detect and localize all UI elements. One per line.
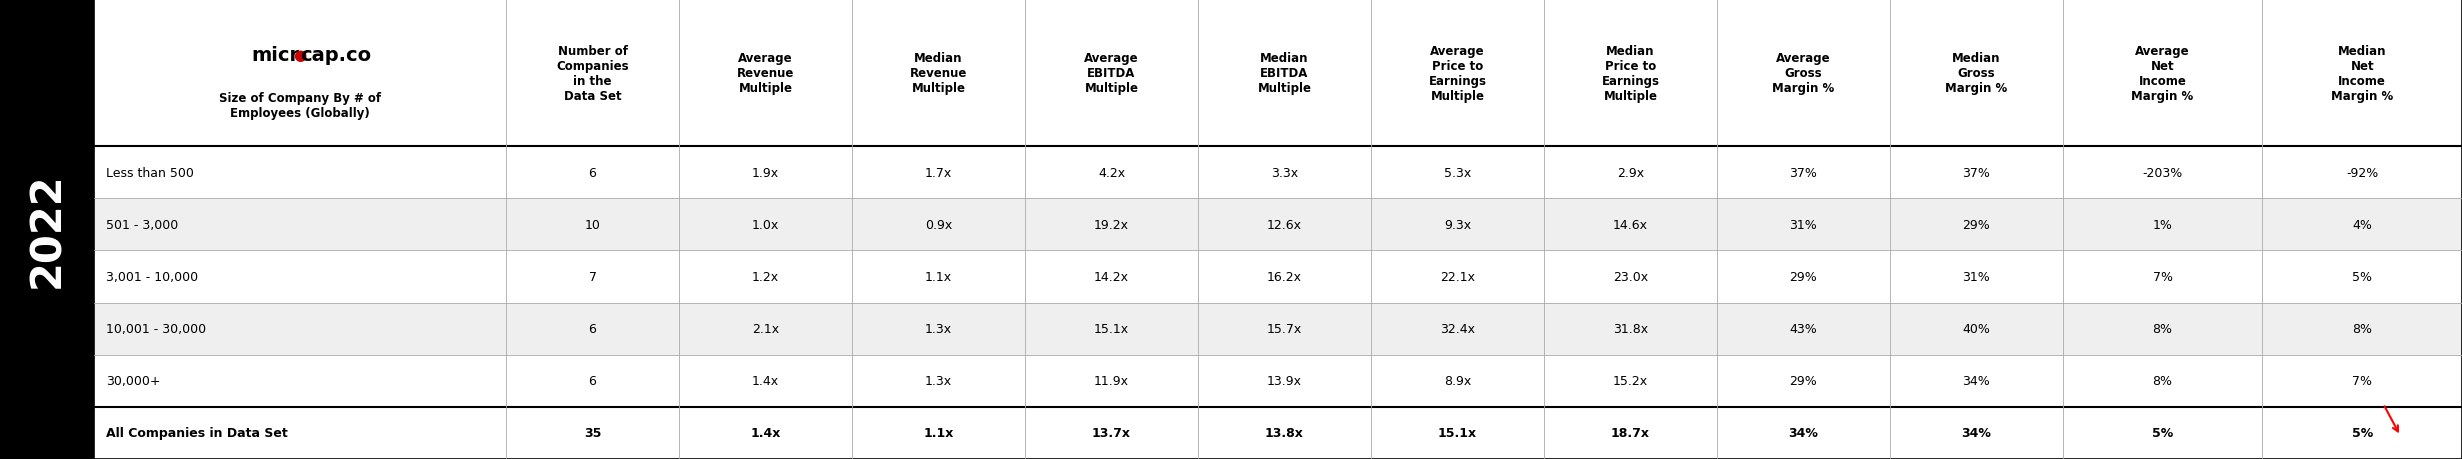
- Text: 23.0x: 23.0x: [1613, 270, 1647, 283]
- Text: 30,000+: 30,000+: [106, 375, 160, 387]
- Text: 1.7x: 1.7x: [926, 167, 953, 179]
- Text: 3.3x: 3.3x: [1270, 167, 1297, 179]
- Text: 8.9x: 8.9x: [1443, 375, 1470, 387]
- Text: 22.1x: 22.1x: [1440, 270, 1475, 283]
- Text: 37%: 37%: [1790, 167, 1817, 179]
- Text: 31%: 31%: [1962, 270, 1989, 283]
- Text: Average
Revenue
Multiple: Average Revenue Multiple: [736, 52, 795, 95]
- Text: Size of Company By # of
Employees (Globally): Size of Company By # of Employees (Globa…: [219, 92, 382, 120]
- Text: Average
Gross
Margin %: Average Gross Margin %: [1773, 52, 1834, 95]
- Text: 29%: 29%: [1962, 218, 1989, 231]
- Text: 7%: 7%: [2351, 375, 2373, 387]
- Text: 10: 10: [583, 218, 601, 231]
- Text: 1.2x: 1.2x: [751, 270, 778, 283]
- Text: 1.1x: 1.1x: [923, 426, 953, 439]
- Text: Median
Revenue
Multiple: Median Revenue Multiple: [911, 52, 968, 95]
- Text: 9.3x: 9.3x: [1443, 218, 1470, 231]
- Text: 34%: 34%: [1962, 375, 1989, 387]
- Text: 35: 35: [583, 426, 601, 439]
- Text: 15.1x: 15.1x: [1438, 426, 1477, 439]
- Text: 6: 6: [588, 323, 596, 336]
- Text: ●: ●: [293, 48, 305, 63]
- Text: 2.9x: 2.9x: [1618, 167, 1645, 179]
- Text: 5.3x: 5.3x: [1443, 167, 1470, 179]
- Text: 40%: 40%: [1962, 323, 1989, 336]
- Text: Average
Net
Income
Margin %: Average Net Income Margin %: [2132, 45, 2194, 102]
- Text: 10,001 - 30,000: 10,001 - 30,000: [106, 323, 207, 336]
- Text: 32.4x: 32.4x: [1440, 323, 1475, 336]
- Text: 15.2x: 15.2x: [1613, 375, 1647, 387]
- Text: Average
Price to
Earnings
Multiple: Average Price to Earnings Multiple: [1428, 45, 1487, 102]
- Text: 1.0x: 1.0x: [751, 218, 778, 231]
- Text: 1.3x: 1.3x: [926, 375, 953, 387]
- Text: Average
EBITDA
Multiple: Average EBITDA Multiple: [1083, 52, 1140, 95]
- Text: Median
Price to
Earnings
Multiple: Median Price to Earnings Multiple: [1600, 45, 1659, 102]
- Text: 6: 6: [588, 167, 596, 179]
- Text: 7%: 7%: [2152, 270, 2171, 283]
- Text: 1.1x: 1.1x: [926, 270, 953, 283]
- Text: 1.9x: 1.9x: [751, 167, 778, 179]
- Text: 18.7x: 18.7x: [1610, 426, 1650, 439]
- Bar: [94, 147, 2462, 199]
- Text: 3,001 - 10,000: 3,001 - 10,000: [106, 270, 197, 283]
- Text: 1.4x: 1.4x: [751, 426, 780, 439]
- Text: 501 - 3,000: 501 - 3,000: [106, 218, 177, 231]
- Text: 1.4x: 1.4x: [751, 375, 778, 387]
- Text: 29%: 29%: [1790, 270, 1817, 283]
- Text: 31%: 31%: [1790, 218, 1817, 231]
- Text: 37%: 37%: [1962, 167, 1989, 179]
- Text: 8%: 8%: [2351, 323, 2373, 336]
- Text: 13.8x: 13.8x: [1265, 426, 1305, 439]
- Text: 8%: 8%: [2152, 323, 2171, 336]
- Text: Median
Net
Income
Margin %: Median Net Income Margin %: [2332, 45, 2393, 102]
- Text: All Companies in Data Set: All Companies in Data Set: [106, 426, 288, 439]
- Text: 43%: 43%: [1790, 323, 1817, 336]
- Text: 4.2x: 4.2x: [1098, 167, 1125, 179]
- Text: 34%: 34%: [1962, 426, 1992, 439]
- Text: 6: 6: [588, 375, 596, 387]
- Text: 2022: 2022: [25, 172, 69, 287]
- Text: Number of
Companies
in the
Data Set: Number of Companies in the Data Set: [556, 45, 628, 102]
- Text: 0.9x: 0.9x: [926, 218, 953, 231]
- Text: -92%: -92%: [2346, 167, 2378, 179]
- Text: 2.1x: 2.1x: [751, 323, 778, 336]
- Text: 15.7x: 15.7x: [1268, 323, 1302, 336]
- Text: 14.6x: 14.6x: [1613, 218, 1647, 231]
- Text: 34%: 34%: [1787, 426, 1819, 439]
- Text: micr: micr: [251, 46, 300, 65]
- Text: 13.9x: 13.9x: [1268, 375, 1302, 387]
- Text: 4%: 4%: [2351, 218, 2373, 231]
- Text: 8%: 8%: [2152, 375, 2171, 387]
- Text: Median
EBITDA
Multiple: Median EBITDA Multiple: [1258, 52, 1312, 95]
- Text: 5%: 5%: [2351, 270, 2373, 283]
- Text: cap.co: cap.co: [300, 46, 372, 65]
- Bar: [94, 251, 2462, 303]
- Text: 11.9x: 11.9x: [1093, 375, 1130, 387]
- Bar: [94, 355, 2462, 407]
- Text: 15.1x: 15.1x: [1093, 323, 1130, 336]
- Text: -203%: -203%: [2142, 167, 2184, 179]
- Bar: [94, 199, 2462, 251]
- Text: 19.2x: 19.2x: [1093, 218, 1130, 231]
- Text: 1%: 1%: [2152, 218, 2171, 231]
- Text: 13.7x: 13.7x: [1093, 426, 1130, 439]
- Text: 16.2x: 16.2x: [1268, 270, 1302, 283]
- Text: 12.6x: 12.6x: [1268, 218, 1302, 231]
- Text: 14.2x: 14.2x: [1093, 270, 1130, 283]
- Text: Less than 500: Less than 500: [106, 167, 194, 179]
- Bar: [94, 0, 2462, 147]
- Text: Median
Gross
Margin %: Median Gross Margin %: [1945, 52, 2007, 95]
- Text: 5%: 5%: [2152, 426, 2174, 439]
- Text: 7: 7: [588, 270, 596, 283]
- Text: 29%: 29%: [1790, 375, 1817, 387]
- Text: 5%: 5%: [2351, 426, 2373, 439]
- Bar: [94, 407, 2462, 459]
- Text: 31.8x: 31.8x: [1613, 323, 1647, 336]
- Bar: [0, 0, 94, 459]
- Text: 1.3x: 1.3x: [926, 323, 953, 336]
- Bar: [94, 303, 2462, 355]
